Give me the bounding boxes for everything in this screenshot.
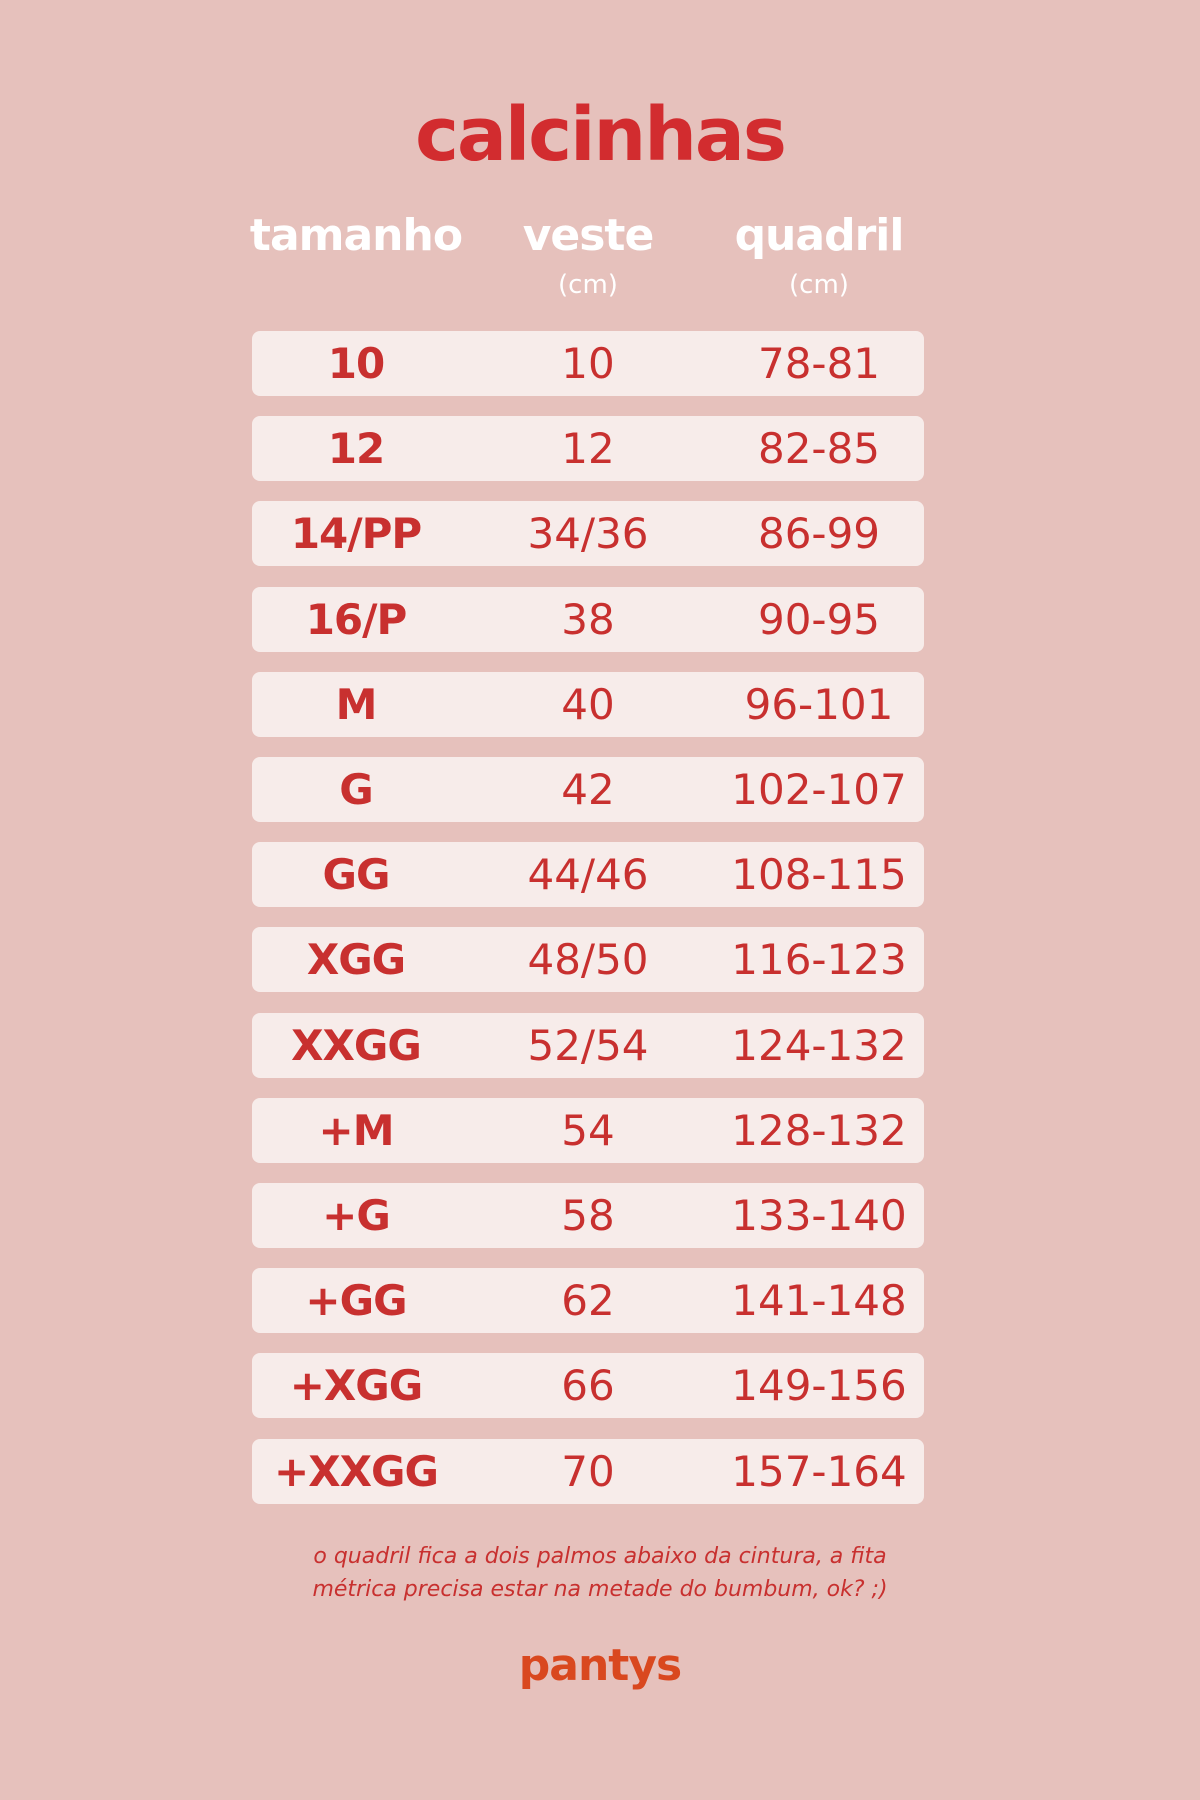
- quadril-cell: 141-148: [731, 1276, 907, 1326]
- veste-cell: 40: [561, 679, 615, 729]
- quadril-cell: 96-101: [744, 679, 894, 729]
- table-row: G 42 102-107: [252, 757, 924, 822]
- veste-cell: 48/50: [527, 935, 649, 985]
- size-cell: 10: [327, 339, 385, 388]
- table-row: 10 10 78-81: [252, 331, 924, 396]
- header-veste: veste: [522, 210, 655, 261]
- quadril-cell: 82-85: [757, 424, 881, 474]
- measurement-note: o quadril fica a dois palmos abaixo da c…: [0, 1540, 1200, 1606]
- quadril-cell: 108-115: [731, 850, 907, 900]
- quadril-cell: 149-156: [731, 1361, 907, 1411]
- header-veste-unit: (cm): [558, 270, 618, 300]
- size-cell: 14/PP: [290, 509, 422, 559]
- size-cell: +M: [318, 1105, 395, 1155]
- veste-cell: 58: [561, 1191, 615, 1240]
- note-line-2: métrica precisa estar na metade do bumbu…: [312, 1577, 888, 1602]
- size-cell: +G: [322, 1191, 391, 1240]
- table-row: M 40 96-101: [252, 671, 924, 737]
- veste-cell: 10: [561, 339, 615, 388]
- size-cell: XGG: [306, 935, 406, 985]
- quadril-cell: 86-99: [757, 509, 881, 559]
- table-row: +XXGG 70 157-164: [252, 1438, 924, 1504]
- veste-cell: 70: [561, 1446, 615, 1496]
- size-cell: +GG: [305, 1276, 407, 1326]
- header-tamanho: tamanho: [249, 210, 463, 261]
- size-cell: 12: [327, 424, 385, 474]
- size-cell: +XXGG: [274, 1446, 439, 1496]
- page-title: calcinhas: [415, 92, 787, 178]
- table-row: +GG 62 141-148: [252, 1268, 924, 1334]
- veste-cell: 44/46: [527, 850, 649, 900]
- quadril-cell: 128-132: [731, 1105, 907, 1155]
- quadril-cell: 90-95: [757, 594, 881, 644]
- veste-cell: 54: [561, 1105, 615, 1155]
- size-cell: G: [339, 765, 373, 814]
- size-cell: +XGG: [289, 1361, 424, 1411]
- header-quadril: quadril: [734, 210, 905, 261]
- table-row: +XGG 66 149-156: [252, 1353, 924, 1419]
- veste-cell: 34/36: [527, 509, 649, 559]
- quadril-cell: 78-81: [757, 339, 881, 388]
- size-cell: M: [335, 679, 378, 729]
- quadril-cell: 157-164: [731, 1446, 907, 1496]
- veste-cell: 52/54: [527, 1020, 649, 1070]
- table-row: XGG 48/50 116-123: [252, 927, 924, 993]
- table-row: 14/PP 34/36 86-99: [252, 501, 924, 567]
- table-row: +G 58 133-140: [252, 1183, 924, 1248]
- note-line-1: o quadril fica a dois palmos abaixo da c…: [313, 1544, 887, 1569]
- size-cell: XXGG: [291, 1020, 422, 1070]
- veste-cell: 62: [561, 1276, 615, 1326]
- table-row: +M 54 128-132: [252, 1097, 924, 1163]
- veste-cell: 66: [561, 1361, 615, 1411]
- table-row: GG 44/46 108-115: [252, 842, 924, 908]
- veste-cell: 12: [561, 424, 615, 474]
- header-quadril-unit: (cm): [789, 270, 849, 300]
- quadril-cell: 124-132: [731, 1020, 907, 1070]
- table-row: 12 12 82-85: [252, 416, 924, 482]
- quadril-cell: 102-107: [731, 765, 907, 814]
- quadril-cell: 116-123: [731, 935, 907, 985]
- size-cell: GG: [322, 850, 391, 900]
- table-row: 16/P 38 90-95: [252, 586, 924, 652]
- brand-logo: pantys: [518, 1640, 682, 1691]
- size-cell: 16/P: [305, 594, 408, 644]
- quadril-cell: 133-140: [731, 1191, 907, 1240]
- veste-cell: 42: [561, 765, 615, 814]
- table-row: XXGG 52/54 124-132: [252, 1012, 924, 1078]
- veste-cell: 38: [561, 594, 615, 644]
